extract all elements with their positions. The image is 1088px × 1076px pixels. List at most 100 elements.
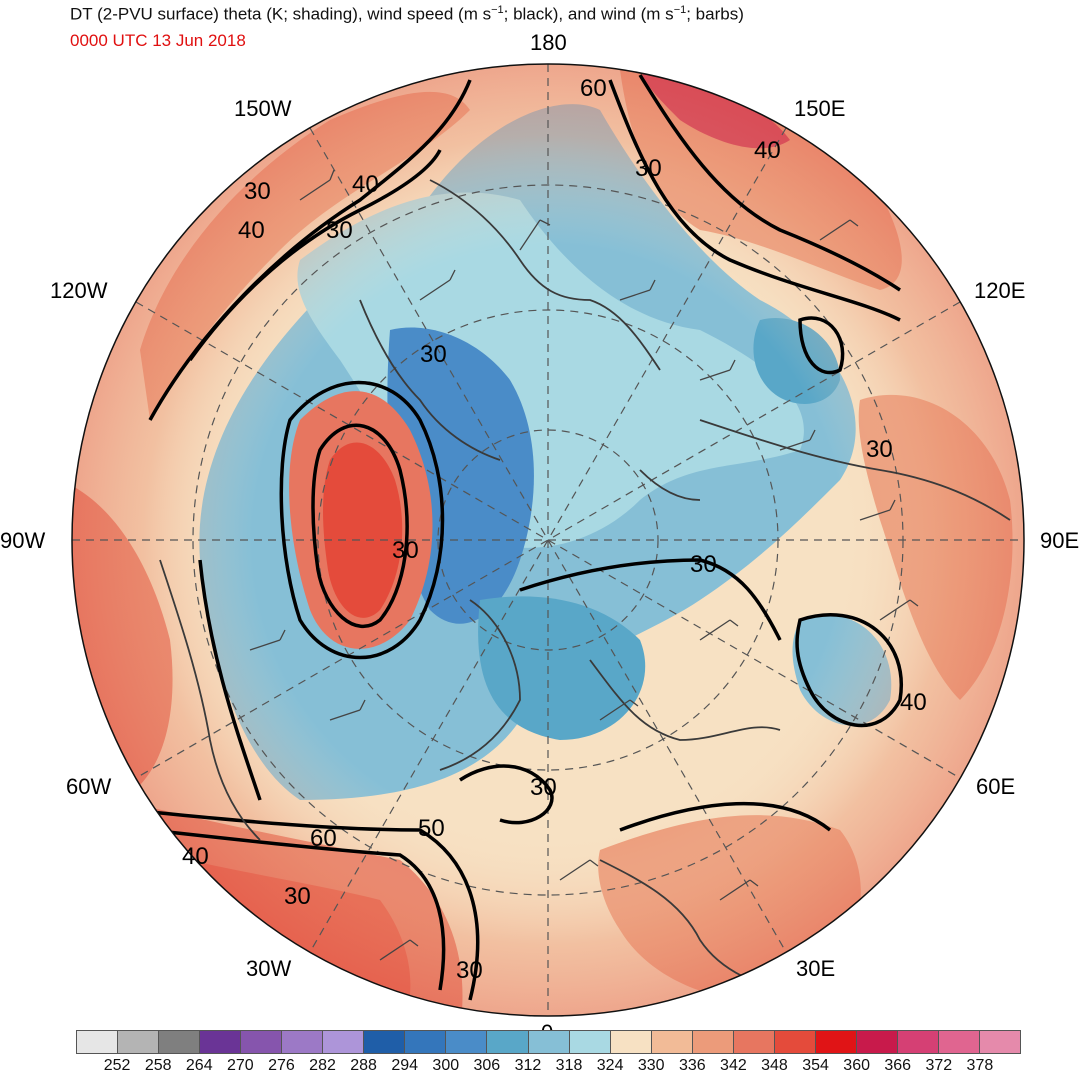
colorbar-tick-label: 276 — [268, 1057, 295, 1074]
colorbar-swatch — [733, 1031, 775, 1053]
colorbar-tick-label: 330 — [637, 1057, 665, 1074]
colorbar-tick-label: 342 — [720, 1057, 747, 1074]
colorbar-swatch — [774, 1031, 816, 1053]
contour-label: 40 — [754, 137, 781, 164]
colorbar-swatch — [980, 1031, 1021, 1053]
contour-label: 60 — [310, 825, 337, 852]
colorbar-tick-label: 306 — [473, 1057, 501, 1074]
wind-speed-contours — [129, 74, 903, 1001]
colorbar-swatch — [405, 1031, 447, 1053]
contour-label: 30 — [456, 957, 483, 984]
coastlines — [159, 179, 1011, 991]
jet-contour-east — [795, 613, 903, 728]
colorbar-tick-label: 312 — [514, 1057, 542, 1074]
contour-label: 30 — [284, 883, 311, 910]
colorbar-tick-label: 294 — [391, 1057, 419, 1074]
contour-label: 50 — [418, 815, 445, 842]
jet-contour-west — [198, 559, 262, 801]
theta-shading — [72, 64, 1024, 1016]
colorbar-swatch — [528, 1031, 570, 1053]
contour-label: 40 — [352, 171, 379, 198]
colorbar-tick-label: 282 — [309, 1057, 336, 1074]
colorbar-tick-label: 366 — [884, 1057, 912, 1074]
jet-contour-pacific-2 — [188, 149, 442, 362]
colorbar-tick-label: 252 — [103, 1057, 131, 1074]
jet-contour-atlantic-inner — [149, 828, 446, 991]
colorbar-swatch — [77, 1031, 119, 1053]
jet-contour-arctic — [519, 558, 782, 641]
colorbar-tick-label: 378 — [966, 1057, 994, 1074]
colorbar-swatch — [938, 1031, 981, 1053]
colorbar-swatch — [200, 1031, 242, 1053]
contour-label: 30 — [244, 178, 271, 205]
jet-contour-canada-outer — [279, 380, 445, 660]
colorbar-tick-label: 360 — [843, 1057, 870, 1074]
contour-label: 30 — [690, 551, 717, 578]
colorbar-swatch — [815, 1031, 857, 1053]
contour-label: 30 — [530, 774, 557, 801]
valid-time: 0000 UTC 13 Jun 2018 — [70, 31, 246, 50]
colorbar-tick-label: 288 — [350, 1057, 377, 1074]
colorbar-swatch — [118, 1031, 160, 1053]
lon-label-90w: 90W — [0, 528, 45, 553]
contour-label: 60 — [580, 75, 607, 102]
colorbar-swatch — [692, 1031, 734, 1053]
lon-label-60e: 60E — [976, 774, 1015, 799]
lon-label-120w: 120W — [50, 278, 108, 303]
colorbar-tick-label: 264 — [185, 1057, 213, 1074]
lon-label-120e: 120E — [974, 278, 1025, 303]
colorbar-swatch — [323, 1031, 365, 1053]
colorbar-swatch — [569, 1031, 611, 1053]
contour-label: 30 — [866, 436, 893, 463]
lon-label-150w: 150W — [234, 96, 292, 121]
jet-contour-europe-2 — [619, 801, 832, 832]
map-boundary — [71, 63, 1025, 1017]
map-title: DT (2-PVU surface) theta (K; shading), w… — [70, 4, 744, 24]
jet-contour-canada-inner — [311, 423, 409, 628]
colorbar-swatch — [487, 1031, 529, 1053]
lon-label-180: 180 — [530, 30, 567, 55]
colorbar-swatch — [856, 1031, 898, 1053]
colorbar-tick-label: 300 — [432, 1057, 460, 1074]
contour-label: 30 — [392, 537, 419, 564]
colorbar — [76, 1030, 1021, 1054]
lon-label-90e: 90E — [1040, 528, 1079, 553]
colorbar-swatch — [446, 1031, 488, 1053]
colorbar-swatch — [897, 1031, 939, 1053]
jet-contour-europe — [459, 764, 554, 825]
jet-contour-asia-2 — [638, 74, 901, 292]
colorbar-swatch — [364, 1031, 406, 1053]
contour-label: 30 — [420, 341, 447, 368]
colorbar-swatch — [241, 1031, 283, 1053]
graticule — [72, 64, 1024, 1016]
colorbar-swatch — [610, 1031, 652, 1053]
colorbar-swatch — [651, 1031, 693, 1053]
jet-contour-siberia — [798, 316, 845, 375]
contour-label: 30 — [326, 217, 353, 244]
lon-label-30e: 30E — [796, 956, 835, 981]
wind-barbs — [249, 169, 919, 961]
colorbar-tick-label: 318 — [555, 1057, 583, 1074]
contour-label: 40 — [182, 843, 209, 870]
contour-label: 30 — [635, 155, 662, 182]
colorbar-swatch — [159, 1031, 201, 1053]
jet-contour-atlantic — [129, 808, 480, 1001]
lon-label-150e: 150E — [794, 96, 845, 121]
colorbar-tick-label: 324 — [596, 1057, 624, 1074]
colorbar-tick-label: 336 — [678, 1057, 706, 1074]
contour-label: 40 — [900, 689, 927, 716]
colorbar-tick-label: 354 — [802, 1057, 829, 1074]
contour-labels: 60 30 40 30 40 30 40 30 30 30 30 40 60 4… — [182, 75, 927, 984]
colorbar-tick-label: 270 — [226, 1057, 254, 1074]
colorbar-tick-label: 348 — [761, 1057, 788, 1074]
colorbar-ticks: 252 258 264 270 276 282 288 294 300 306 312 318 324 3… — [76, 1057, 1021, 1075]
jet-contour-asia — [608, 79, 901, 322]
colorbar-tick-label: 372 — [925, 1057, 953, 1074]
lon-label-30w: 30W — [246, 956, 291, 981]
longitude-labels: 180 150W 150E 120W 120E 90W 90E 60W 60E … — [0, 30, 1079, 1045]
colorbar-swatch — [282, 1031, 324, 1053]
colorbar-tick-label: 258 — [144, 1057, 172, 1074]
contour-label: 40 — [238, 217, 265, 244]
lon-label-60w: 60W — [66, 774, 111, 799]
